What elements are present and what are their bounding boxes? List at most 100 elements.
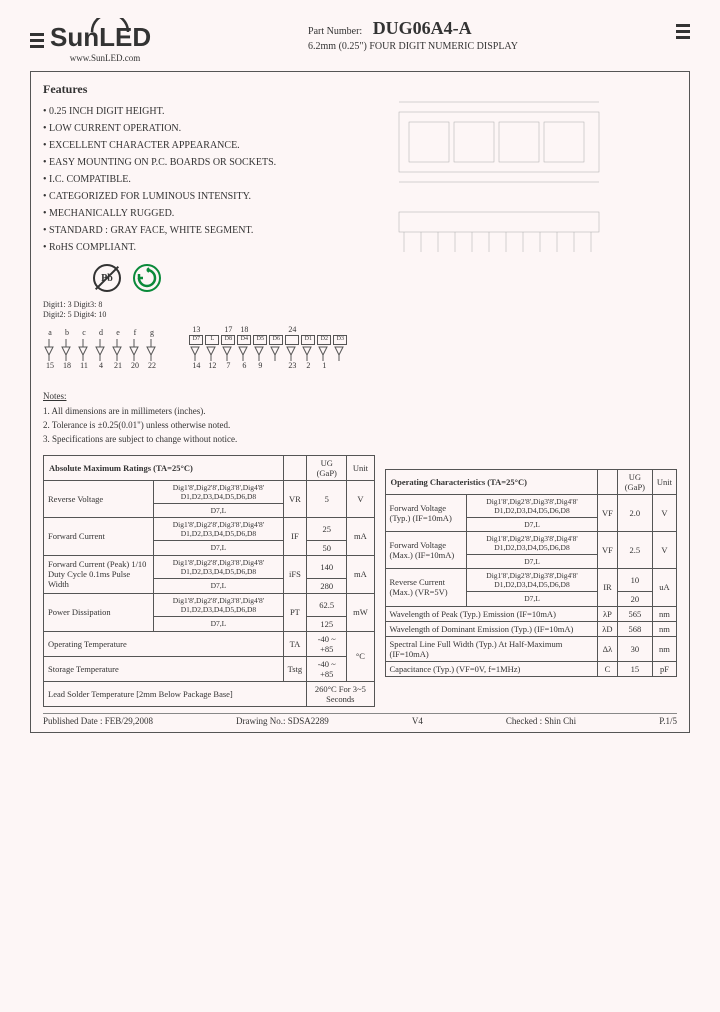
oc-sub1: Dig1'8',Dig2'8',Dig3'8',Dig4'8' D1,D2,D3… [467, 494, 598, 517]
side-col: D6 [269, 325, 283, 371]
oc1-param: Capacitance (Typ.) (VF=0V, f=1MHz) [385, 661, 598, 676]
amr-v1: 62.5 [307, 593, 347, 616]
amr-sub2: D7,L [154, 578, 283, 593]
footer-drawing: Drawing No.: SDSA2289 [236, 716, 329, 726]
footer-checked: Checked : Shin Chi [506, 716, 576, 726]
amr-v2: 125 [307, 616, 347, 631]
st-temp-val: -40 ~ +85 [307, 656, 347, 681]
op-temp-sym: TA [283, 631, 307, 656]
brand-block: SunLED www.SunLED.com [50, 18, 160, 63]
amr-sym: PT [283, 593, 307, 631]
feature-item: STANDARD : GRAY FACE, WHITE SEGMENT. [43, 222, 347, 239]
oc-col-unit: Unit [652, 469, 676, 494]
part-subtitle: 6.2mm (0.25") FOUR DIGIT NUMERIC DISPLAY [308, 41, 518, 52]
oc-param: Forward Voltage (Typ.) (IF=10mA) [385, 494, 467, 531]
amr-sub2: D7,L [154, 503, 283, 517]
bars-right-icon [676, 24, 690, 39]
mech-drawing-icon [359, 82, 677, 282]
oc1-sym: C [598, 661, 618, 676]
oc-v1: 2.5 [617, 531, 652, 568]
side-col: D3 [333, 325, 347, 371]
logo-block: SunLED www.SunLED.com [30, 18, 160, 63]
op-temp-unit: °C [347, 631, 374, 681]
notes-title: Notes: [43, 391, 67, 401]
header-row: SunLED www.SunLED.com Part Number: DUG06… [30, 18, 690, 63]
side-col: D21 [317, 325, 331, 371]
oc-sub2: D7,L [467, 591, 598, 606]
pin-diagram: Digit1: 3 Digit3: 8 Digit2: 5 Digit4: 10… [43, 300, 347, 371]
side-col: D12 [301, 325, 315, 371]
oc1-val: 30 [617, 636, 652, 661]
oc-sub1: Dig1'8',Dig2'8',Dig3'8',Dig4'8' D1,D2,D3… [467, 531, 598, 554]
amr-sym: VR [283, 480, 307, 517]
amr-unit: mA [347, 517, 374, 555]
solder-val: 260°C For 3~5 Seconds [307, 681, 374, 706]
oc1-sym: λD [598, 621, 618, 636]
oc-v1: 2.0 [617, 494, 652, 531]
oc-col-ug: UG (GaP) [617, 469, 652, 494]
seg-col: b18 [60, 328, 74, 371]
oc-v2: 20 [617, 591, 652, 606]
op-temp-val: -40 ~ +85 [307, 631, 347, 656]
oc-v1: 10 [617, 568, 652, 591]
pb-free-icon: Pb [93, 264, 121, 292]
footer-ver: V4 [412, 716, 423, 726]
side-col: L12 [205, 325, 219, 371]
amr-header: Absolute Maximum Ratings (TA=25°C) [44, 455, 284, 480]
amr-sub1: Dig1'8',Dig2'8',Dig3'8',Dig4'8' D1,D2,D3… [154, 593, 283, 616]
part-label: Part Number: [308, 26, 362, 37]
segment-grid: a15b18c11d4e21f20g2213D714L1217D8718D46D… [43, 325, 347, 371]
seg-col: c11 [77, 328, 91, 371]
mechanical-diagram [359, 82, 677, 282]
side-col: D59 [253, 325, 267, 371]
side-col: 13D714 [189, 325, 203, 371]
oc-unit: uA [652, 568, 676, 606]
features-title: Features [43, 82, 347, 97]
amr-sub2: D7,L [154, 616, 283, 631]
amr-param: Power Dissipation [44, 593, 154, 631]
part-number: DUG06A4-A [373, 18, 472, 38]
oc1-unit: nm [652, 606, 676, 621]
oc1-param: Wavelength of Peak (Typ.) Emission (IF=1… [385, 606, 598, 621]
amr-sub2: D7,L [154, 540, 283, 555]
amr-v2: 50 [307, 540, 347, 555]
oc1-val: 568 [617, 621, 652, 636]
amr-v2: 280 [307, 578, 347, 593]
oc-sym: IR [598, 568, 618, 606]
oc-table: Operating Characteristics (TA=25°C) UG (… [385, 469, 678, 677]
st-temp-sym: Tstg [283, 656, 307, 681]
seg-col: f20 [128, 328, 142, 371]
features-list: 0.25 INCH DIGIT HEIGHT.LOW CURRENT OPERA… [43, 103, 347, 256]
svg-text:SunLED: SunLED [50, 22, 151, 52]
brand-url: www.SunLED.com [50, 53, 160, 63]
feature-item: MECHANICALLY RUGGED. [43, 205, 347, 222]
seg-col: e21 [111, 328, 125, 371]
feature-item: EXCELLENT CHARACTER APPEARANCE. [43, 137, 347, 154]
oc-unit: V [652, 531, 676, 568]
feature-item: RoHS COMPLIANT. [43, 239, 347, 256]
oc-param: Reverse Current (Max.) (VR=5V) [385, 568, 467, 606]
solder-param: Lead Solder Temperature [2mm Below Packa… [44, 681, 307, 706]
digit-map-2: Digit2: 5 Digit4: 10 [43, 310, 347, 320]
oc-header: Operating Characteristics (TA=25°C) [385, 469, 598, 494]
side-col: 18D46 [237, 325, 251, 371]
feature-item: LOW CURRENT OPERATION. [43, 120, 347, 137]
oc1-unit: nm [652, 621, 676, 636]
amr-param: Forward Current [44, 517, 154, 555]
part-block: Part Number: DUG06A4-A 6.2mm (0.25") FOU… [308, 18, 518, 52]
features-column: Features 0.25 INCH DIGIT HEIGHT.LOW CURR… [43, 82, 347, 381]
op-temp-param: Operating Temperature [44, 631, 284, 656]
oc1-param: Spectral Line Full Width (Typ.) At Half-… [385, 636, 598, 661]
amr-unit: mA [347, 555, 374, 593]
seg-col: d4 [94, 328, 108, 371]
amr-v1: 5 [307, 480, 347, 517]
oc-sub2: D7,L [467, 554, 598, 568]
note-item: 3. Specifications are subject to change … [43, 432, 677, 446]
seg-col: g22 [145, 328, 159, 371]
st-temp-param: Storage Temperature [44, 656, 284, 681]
oc1-sym: λP [598, 606, 618, 621]
oc1-val: 15 [617, 661, 652, 676]
feature-item: I.C. COMPATIBLE. [43, 171, 347, 188]
amr-param: Reverse Voltage [44, 480, 154, 517]
oc1-val: 565 [617, 606, 652, 621]
